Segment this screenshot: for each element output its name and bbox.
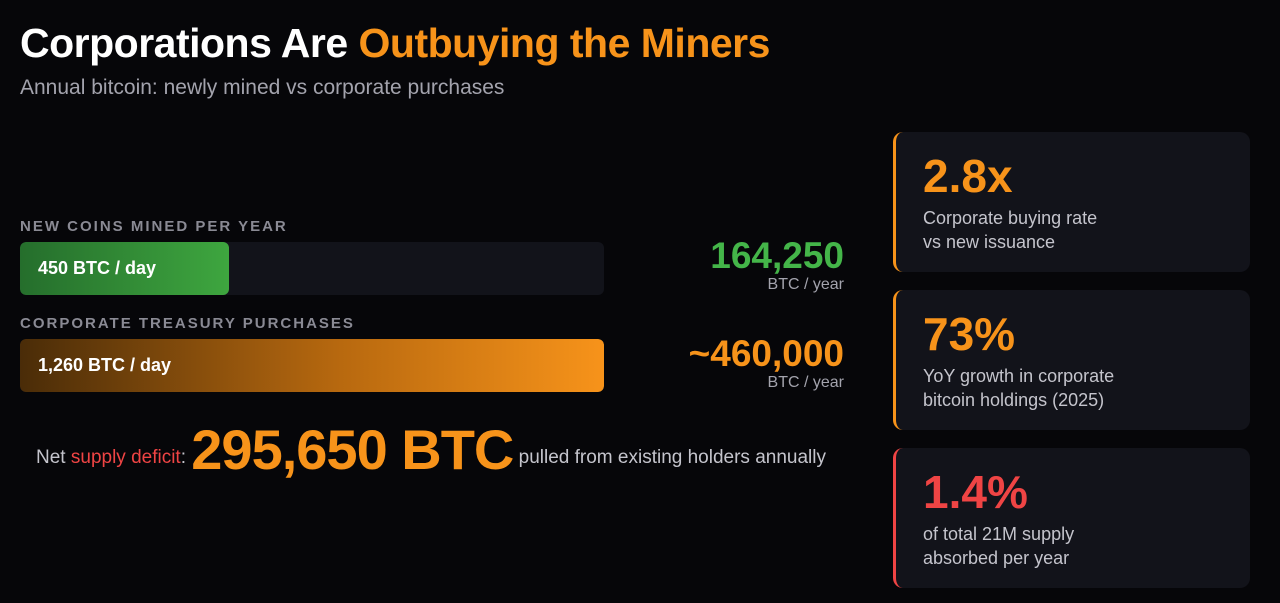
page-subtitle: Annual bitcoin: newly mined vs corporate… [20, 76, 505, 99]
yearly-corporate-unit: BTC / year [767, 374, 844, 391]
stat-card-growth: 73% YoY growth in corporate bitcoin hold… [893, 290, 1250, 430]
bar-track-mined: 450 BTC / day [20, 242, 604, 295]
deficit-highlight: supply deficit [70, 447, 181, 468]
yearly-mined-unit: BTC / year [767, 276, 844, 293]
title-accent: Outbuying the Miners [358, 20, 771, 66]
bar-label-corporate: CORPORATE TREASURY PURCHASES [20, 315, 355, 332]
stat-desc-line: Corporate buying rate [923, 208, 1098, 228]
deficit-value: 295,650 BTC [191, 418, 514, 481]
stat-value: 2.8x [923, 150, 1013, 202]
stat-card-ratio: 2.8x Corporate buying rate vs new issuan… [893, 132, 1250, 272]
stat-desc-line: of total 21M supply [923, 524, 1075, 544]
page-title: Corporations Are Outbuying the Miners [20, 20, 770, 67]
stat-desc-line: bitcoin holdings (2025) [923, 390, 1105, 410]
yearly-mined-value: 164,250 [710, 235, 844, 276]
stat-card-supply: 1.4% of total 21M supply absorbed per ye… [893, 448, 1250, 588]
stat-desc: Corporate buying rate vs new issuance [923, 206, 1183, 254]
stat-desc: of total 21M supply absorbed per year [923, 522, 1183, 570]
deficit-suffix: pulled from existing holders annually [513, 447, 826, 468]
bar-value-corporate: 1,260 BTC / day [38, 355, 172, 375]
bar-value-mined: 450 BTC / day [38, 258, 157, 278]
stat-desc: YoY growth in corporate bitcoin holdings… [923, 364, 1183, 412]
bar-fill-mined [20, 242, 229, 295]
bar-label-mined: NEW COINS MINED PER YEAR [20, 218, 288, 235]
stat-desc-line: vs new issuance [923, 232, 1056, 252]
bar-fill-corporate [20, 339, 604, 392]
bar-track-corporate: 1,260 BTC / day [20, 339, 604, 392]
yearly-corporate-value: ~460,000 [688, 333, 844, 374]
stat-desc-line: YoY growth in corporate [923, 366, 1115, 386]
yearly-corporate: ~460,000 BTC / year [689, 335, 844, 393]
deficit-colon: : [180, 447, 186, 468]
stat-value: 1.4% [923, 466, 1028, 518]
stat-desc-line: absorbed per year [923, 548, 1070, 568]
deficit-prefix: Net [36, 447, 71, 468]
supply-deficit: Net supply deficit: 295,650 BTC pulled f… [20, 422, 842, 478]
title-main: Corporations Are [20, 20, 359, 66]
stat-value: 73% [923, 308, 1016, 360]
yearly-mined: 164,250 BTC / year [710, 237, 844, 295]
